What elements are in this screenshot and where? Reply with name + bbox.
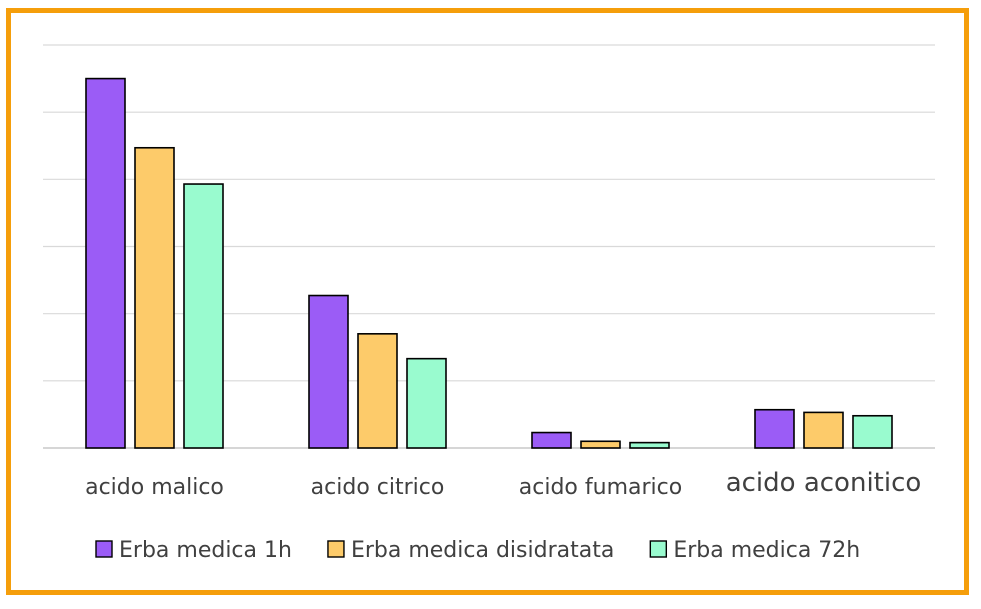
legend-swatch bbox=[649, 540, 668, 558]
legend-label: Erba medica 72h bbox=[673, 538, 860, 563]
bar-acido-citrico-1 bbox=[308, 294, 349, 449]
bar-acido-aconitico-3 bbox=[852, 414, 893, 449]
bar-acido-fumarico-3 bbox=[629, 441, 670, 449]
x-axis-labels: acido malico acido citrico acido fumarico a… bbox=[85, 468, 921, 500]
bar-acido-malico-3 bbox=[183, 183, 224, 449]
bar-acido-aconitico-2 bbox=[803, 411, 844, 449]
bar-acido-fumarico-2 bbox=[580, 440, 621, 449]
bars bbox=[85, 77, 893, 449]
x-tick-label: acido malico bbox=[85, 475, 224, 500]
legend-label: Erba medica disidratata bbox=[351, 538, 614, 563]
bar-acido-malico-2 bbox=[134, 146, 175, 449]
bar-acido-citrico-3 bbox=[406, 357, 447, 449]
x-tick-label: acido aconitico bbox=[726, 468, 922, 498]
gridlines bbox=[43, 44, 935, 449]
bar-acido-aconitico-1 bbox=[754, 408, 795, 449]
bar-acido-citrico-2 bbox=[357, 333, 398, 449]
x-tick-label: acido fumarico bbox=[519, 475, 682, 500]
legend-swatch bbox=[327, 540, 345, 558]
legend-label: Erba medica 1h bbox=[119, 538, 292, 563]
bar-acido-malico-1 bbox=[85, 77, 126, 449]
bar-acido-fumarico-1 bbox=[531, 431, 572, 449]
x-tick-label: acido citrico bbox=[311, 475, 445, 500]
legend: Erba medica 1h Erba medica disidratata Erb… bbox=[95, 538, 860, 563]
legend-swatch bbox=[95, 540, 113, 558]
